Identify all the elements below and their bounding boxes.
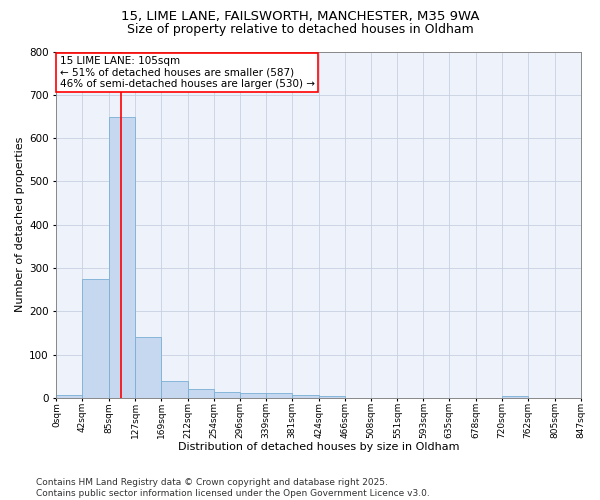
X-axis label: Distribution of detached houses by size in Oldham: Distribution of detached houses by size … xyxy=(178,442,459,452)
Bar xyxy=(214,392,239,398)
Text: 15 LIME LANE: 105sqm
← 51% of detached houses are smaller (587)
46% of semi-deta: 15 LIME LANE: 105sqm ← 51% of detached h… xyxy=(59,56,314,89)
Bar xyxy=(188,389,214,398)
Bar xyxy=(135,337,161,398)
Bar xyxy=(319,396,345,398)
Text: Contains HM Land Registry data © Crown copyright and database right 2025.
Contai: Contains HM Land Registry data © Crown c… xyxy=(36,478,430,498)
Bar xyxy=(161,382,188,398)
Bar xyxy=(56,395,82,398)
Bar xyxy=(239,392,266,398)
Bar xyxy=(266,392,292,398)
Bar xyxy=(109,118,135,398)
Text: 15, LIME LANE, FAILSWORTH, MANCHESTER, M35 9WA: 15, LIME LANE, FAILSWORTH, MANCHESTER, M… xyxy=(121,10,479,23)
Y-axis label: Number of detached properties: Number of detached properties xyxy=(15,137,25,312)
Text: Size of property relative to detached houses in Oldham: Size of property relative to detached ho… xyxy=(127,22,473,36)
Bar xyxy=(82,279,109,398)
Bar xyxy=(502,396,528,398)
Bar xyxy=(292,395,319,398)
